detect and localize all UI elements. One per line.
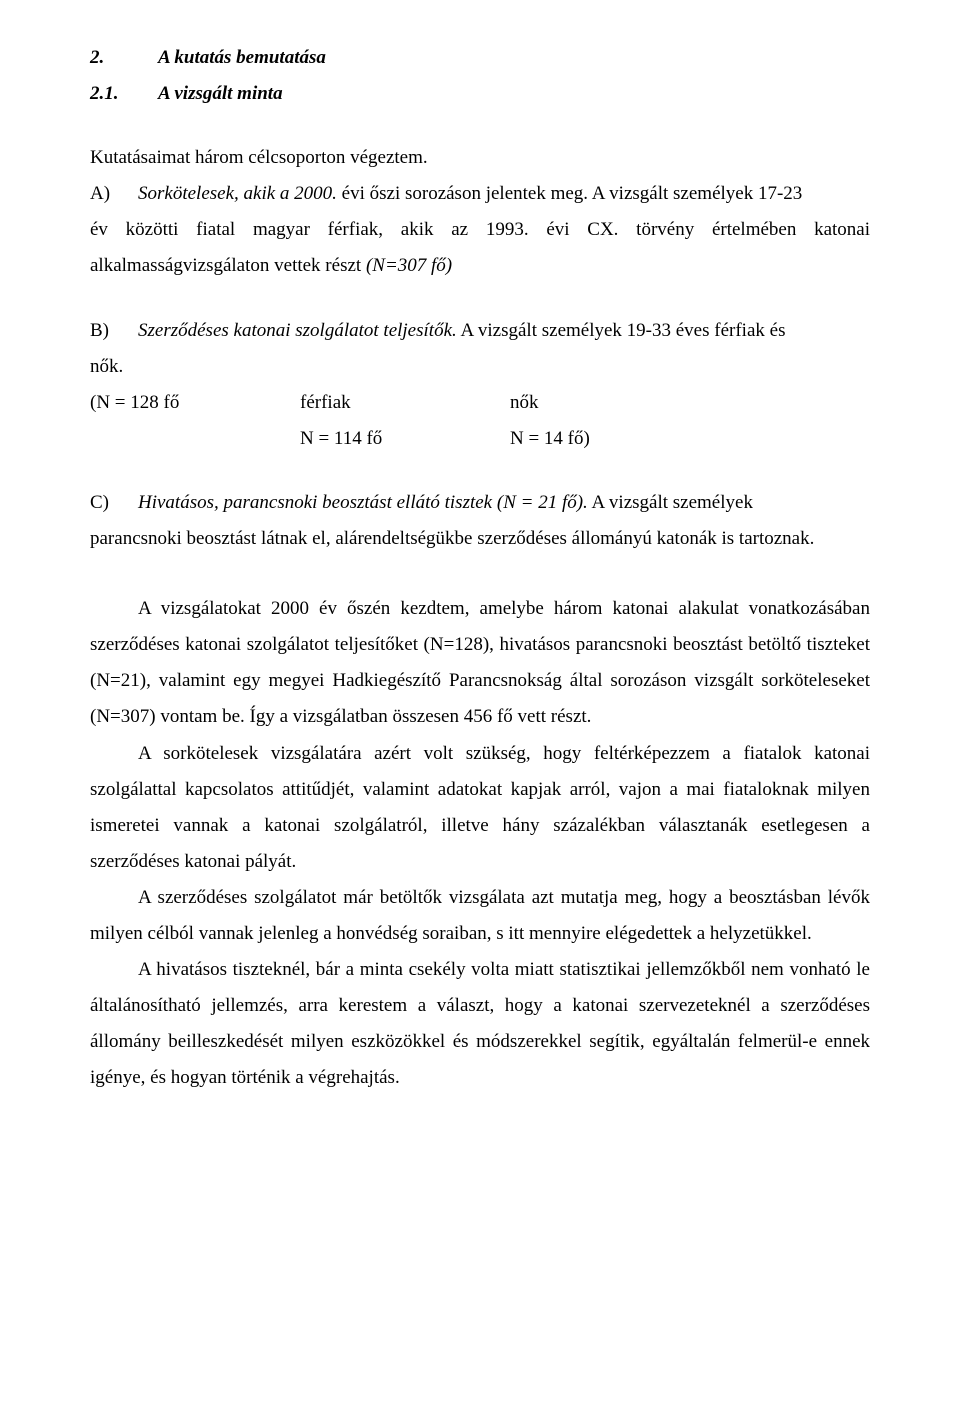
document-page: 2. A kutatás bemutatása 2.1. A vizsgált … [0,0,960,1404]
cell-empty [90,421,300,457]
group-c-italic: Hivatásos, parancsnoki beosztást ellátó … [138,492,588,513]
group-a-rest: évi őszi sorozáson jelentek meg. A vizsg… [337,183,802,204]
group-c-continuation: parancsnoki beosztást látnak el, alárend… [90,521,870,557]
section-title: A kutatás bemutatása [158,40,326,76]
section-number: 2. [90,40,128,76]
group-b-table-row2: N = 114 fő N = 14 fő) [90,421,870,457]
group-b-letter: B) [90,313,138,349]
group-a-body: Sorkötelesek, akik a 2000. évi őszi soro… [138,176,870,212]
subsection-title: A vizsgált minta [158,76,283,112]
cell-ferfiak: férfiak [300,385,510,421]
group-a-letter: A) [90,176,138,212]
cell-n14: N = 14 fő) [510,421,720,457]
group-c-letter: C) [90,485,138,521]
group-b-rest: A vizsgált személyek 19-33 éves férfiak … [457,320,786,341]
group-c-body: Hivatásos, parancsnoki beosztást ellátó … [138,485,870,521]
group-c: C) Hivatásos, parancsnoki beosztást ellá… [90,485,870,521]
paragraph-2: A sorkötelesek vizsgálatára azért volt s… [90,736,870,880]
intro-paragraph: Kutatásaimat három célcsoporton végeztem… [90,140,870,176]
group-b-italic: Szerződéses katonai szolgálatot teljesít… [138,320,457,341]
group-a-italic: Sorkötelesek, akik a 2000. [138,183,337,204]
group-a-continuation: év közötti fiatal magyar férfiak, akik a… [90,212,870,284]
group-a: A) Sorkötelesek, akik a 2000. évi őszi s… [90,176,870,212]
subsection-heading: 2.1. A vizsgált minta [90,76,870,112]
group-b-body: Szerződéses katonai szolgálatot teljesít… [138,313,870,349]
group-a-line2-italic: (N=307 fő) [366,255,452,276]
cell-n114: N = 114 fő [300,421,510,457]
paragraph-4: A hivatásos tiszteknél, bár a minta csek… [90,952,870,1096]
group-b: B) Szerződéses katonai szolgálatot telje… [90,313,870,349]
group-b-table-row1: (N = 128 fő férfiak nők [90,385,870,421]
cell-nok: nők [510,385,720,421]
paragraph-3: A szerződéses szolgálatot már betöltők v… [90,880,870,952]
cell-n128: (N = 128 fő [90,385,300,421]
section-heading: 2. A kutatás bemutatása [90,40,870,76]
group-b-nok: nők. [90,349,870,385]
group-c-rest: A vizsgált személyek [588,492,753,513]
group-a-line2: év közötti fiatal magyar férfiak, akik a… [90,219,870,276]
subsection-number: 2.1. [90,76,128,112]
paragraph-1: A vizsgálatokat 2000 év őszén kezdtem, a… [90,591,870,735]
